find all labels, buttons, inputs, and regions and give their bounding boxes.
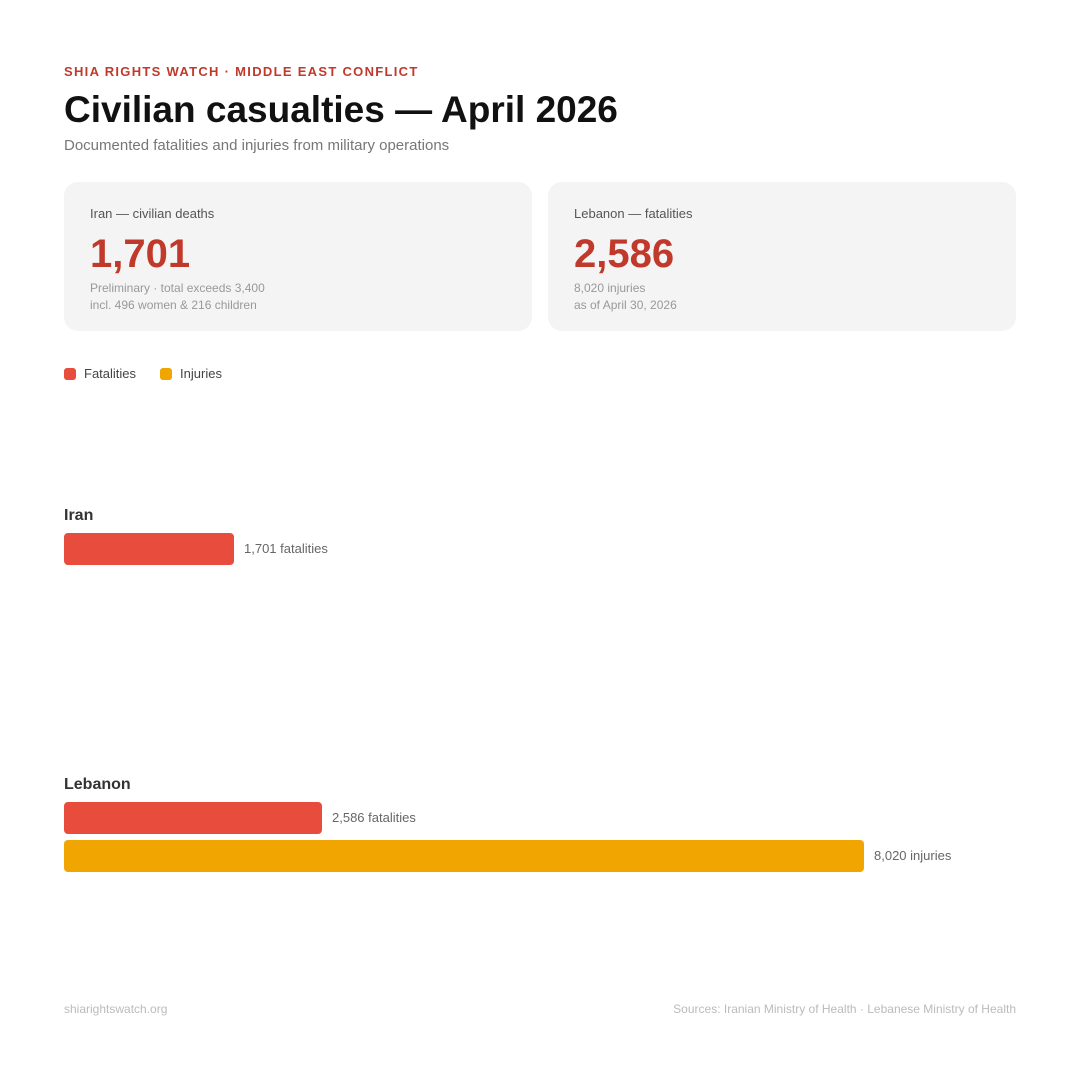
stat-card-value: 2,586 (574, 232, 675, 276)
stat-card-note: Preliminary · total exceeds 3,400 (90, 281, 265, 295)
bar-value-label: 1,701 fatalities (244, 541, 328, 556)
page-title: Civilian casualties — April 2026 (64, 89, 618, 130)
legend-swatch-fatalities (64, 367, 76, 380)
stat-card-note: 8,020 injuries (574, 281, 646, 295)
bar-iran-fatalities (64, 533, 234, 565)
stat-card-note: as of April 30, 2026 (574, 298, 677, 312)
chart-legend: Fatalities Injuries (64, 366, 246, 381)
category-label-lebanon: Lebanon (64, 776, 131, 793)
stat-card-note: incl. 496 women & 216 children (90, 298, 257, 312)
legend-item-fatalities: Fatalities (64, 366, 136, 381)
legend-label-fatalities: Fatalities (84, 366, 137, 381)
legend-label-injuries: Injuries (180, 366, 222, 381)
kicker: SHIA RIGHTS WATCH · MIDDLE EAST CONFLICT (64, 64, 419, 79)
footer-sources: Sources: Iranian Ministry of Health · Le… (673, 1002, 1016, 1016)
subtitle: Documented fatalities and injuries from … (64, 137, 450, 154)
bar-lebanon-fatalities (64, 802, 322, 834)
stat-card-label: Iran — civilian deaths (90, 206, 215, 221)
legend-item-injuries: Injuries (160, 366, 222, 381)
stat-card-lebanon: Lebanon — fatalities 2,586 8,020 injurie… (548, 182, 1016, 331)
stat-card-value: 1,701 (90, 232, 191, 276)
category-label-iran: Iran (64, 507, 94, 524)
bar-value-label: 2,586 fatalities (332, 810, 416, 825)
bar-lebanon-injuries (64, 840, 864, 872)
stat-card-iran: Iran — civilian deaths 1,701 Preliminary… (64, 182, 532, 331)
bar-value-label: 8,020 injuries (874, 848, 952, 863)
footer-site: shiarightswatch.org (64, 1002, 168, 1016)
legend-swatch-injuries (160, 367, 173, 380)
stat-card-label: Lebanon — fatalities (574, 206, 693, 221)
